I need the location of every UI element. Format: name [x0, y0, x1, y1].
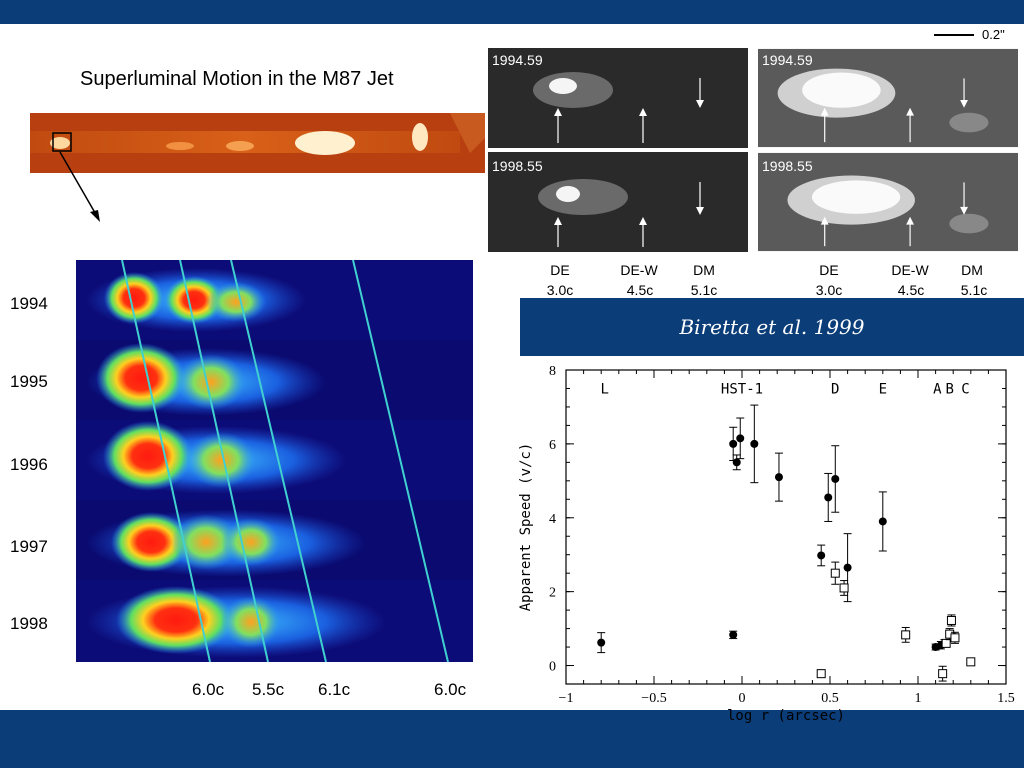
epoch-label: 1994.59	[492, 52, 543, 68]
y-axis-label: Apparent Speed (v/c)	[518, 443, 534, 612]
data-point	[597, 638, 606, 647]
data-point	[729, 439, 738, 448]
knot-name: DE	[819, 262, 839, 278]
x-tick-label: −1	[559, 691, 574, 706]
year-label: 1995	[10, 372, 48, 391]
year-label: 1994	[10, 294, 48, 313]
knot-speed: 4.5c	[897, 282, 925, 298]
knot-name: DM	[693, 262, 715, 278]
epoch-label: 1994.59	[762, 52, 813, 68]
data-point	[839, 583, 849, 593]
knot-speed: 4.5c	[626, 282, 654, 298]
x-tick-label: 1	[915, 691, 922, 706]
zoom-arrow-icon	[59, 151, 100, 222]
slide-title: Superluminal Motion in the M87 Jet	[80, 68, 394, 90]
data-point	[816, 669, 826, 679]
speed-label: 6.0c	[434, 680, 467, 699]
scale-bar-label: 0.2"	[982, 27, 1005, 42]
m87-jet-image	[30, 113, 485, 173]
hst-panel	[488, 152, 748, 252]
hst-panel	[488, 48, 748, 148]
region-annotation: B	[945, 381, 953, 397]
knot-name: DE-W	[891, 262, 929, 278]
region-annotation: D	[831, 381, 839, 397]
plot-frame	[565, 369, 1007, 685]
region-annotation: L	[601, 381, 609, 397]
knot-name: DE	[550, 262, 570, 278]
knot-speed: 3.0c	[546, 282, 574, 298]
data-point	[774, 473, 783, 482]
data-point	[878, 517, 887, 526]
region-annotation: E	[879, 381, 887, 397]
data-point	[830, 568, 840, 578]
y-tick-label: 8	[549, 364, 556, 379]
year-label: 1997	[10, 537, 48, 556]
data-point	[817, 551, 826, 560]
speed-label: 6.0c	[192, 680, 225, 699]
x-tick-label: 0.5	[821, 691, 839, 706]
hst-panel	[758, 48, 1018, 148]
knot-speed: 3.0c	[815, 282, 843, 298]
y-tick-label: 6	[549, 438, 556, 453]
data-point	[729, 630, 738, 639]
bottom-banner	[0, 710, 1024, 768]
data-point	[732, 458, 741, 467]
data-point	[736, 434, 745, 443]
data-point	[966, 657, 976, 667]
speed-scatter-chart: −1 −0.5 0 0.5 1 1.5 0 2 4 6 8 log r (arcsec) Apparen…	[518, 364, 1015, 724]
y-tick-label: 4	[549, 512, 556, 527]
epoch-label: 1998.55	[762, 158, 813, 174]
y-tick-label: 0	[549, 660, 556, 675]
speed-label: 6.1c	[318, 680, 351, 699]
top-banner	[0, 0, 1024, 24]
data-point	[938, 669, 948, 679]
hst-panel	[758, 152, 1018, 252]
heatmap-sequence	[76, 260, 473, 662]
data-point	[946, 615, 956, 625]
knot-speed: 5.1c	[690, 282, 718, 298]
data-point	[950, 633, 960, 643]
year-label: 1998	[10, 614, 48, 633]
epoch-label: 1998.55	[492, 158, 543, 174]
x-tick-label: 1.5	[997, 691, 1015, 706]
data-point	[843, 563, 852, 572]
knot-name: DE-W	[620, 262, 658, 278]
data-point	[824, 493, 833, 502]
data-point	[901, 630, 911, 640]
region-annotation: A	[933, 381, 942, 397]
year-label: 1996	[10, 455, 48, 474]
y-tick-label: 2	[549, 586, 556, 601]
speed-label: 5.5c	[252, 680, 285, 699]
region-annotation: HST-1	[721, 381, 763, 397]
knot-name: DM	[961, 262, 983, 278]
knot-speed: 5.1c	[960, 282, 988, 298]
data-point	[941, 638, 951, 648]
data-point	[750, 439, 759, 448]
x-axis-label: log r (arcsec)	[727, 708, 845, 724]
citation-banner: Biretta et al. 1999	[520, 298, 1024, 356]
x-tick-label: −0.5	[641, 691, 666, 706]
scale-bar	[934, 34, 974, 36]
data-point	[831, 474, 840, 483]
region-annotation: C	[961, 381, 969, 397]
x-tick-label: 0	[739, 691, 746, 706]
